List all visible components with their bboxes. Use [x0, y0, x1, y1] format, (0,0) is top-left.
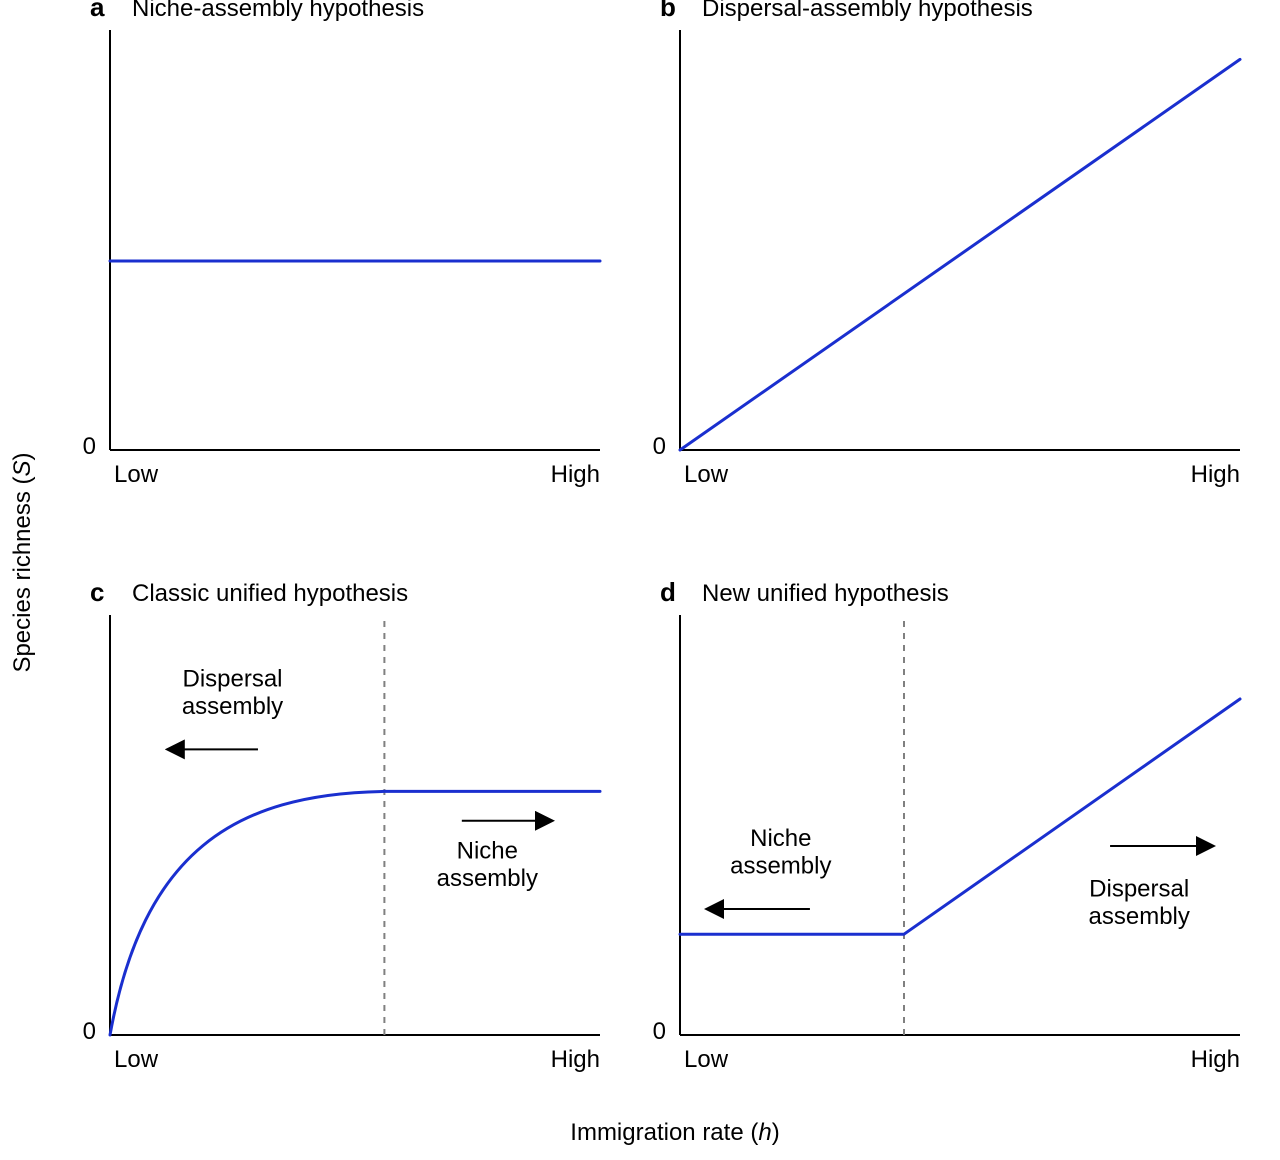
- panel-d-annot-1-line1: assembly: [1089, 903, 1190, 930]
- panel-d-x-label-low: Low: [684, 1046, 729, 1073]
- x-axis-label: Immigration rate (h): [570, 1119, 779, 1146]
- figure-svg: Species richness (S) 0 Low High a Niche-assem…: [0, 0, 1280, 1160]
- panel-c-letter: c: [90, 577, 104, 607]
- panel-a-origin-label: 0: [83, 433, 96, 460]
- panel-c-title: Classic unified hypothesis: [132, 580, 408, 607]
- panel-b-x-label-low: Low: [684, 461, 729, 488]
- figure-container: Species richness (S) 0 Low High a Niche-assem…: [0, 0, 1280, 1160]
- panel-d-origin-label: 0: [653, 1018, 666, 1045]
- y-axis-label: Species richness (S): [9, 452, 36, 672]
- panel-c-x-label-low: Low: [114, 1046, 159, 1073]
- panel-a-x-label-high: High: [551, 461, 600, 488]
- panel-d-x-label-high: High: [1191, 1046, 1240, 1073]
- panel-d-annot-1-line0: Dispersal: [1089, 875, 1189, 902]
- panel-a-letter: a: [90, 0, 105, 22]
- panel-c-series: [110, 791, 600, 1035]
- panel-b-origin-label: 0: [653, 433, 666, 460]
- panel-d-letter: d: [660, 577, 676, 607]
- panel-c-annot-1-line1: assembly: [437, 865, 538, 892]
- panel-d-annot-0-line0: Niche: [750, 825, 811, 852]
- panel-b-x-label-high: High: [1191, 461, 1240, 488]
- panel-c-annot-1-line0: Niche: [457, 838, 518, 865]
- panel-c-x-label-high: High: [551, 1046, 600, 1073]
- panel-b-title: Dispersal-assembly hypothesis: [702, 0, 1033, 22]
- panel-c-origin-label: 0: [83, 1018, 96, 1045]
- panel-d-annot-0-line1: assembly: [730, 853, 831, 880]
- panel-a-x-label-low: Low: [114, 461, 159, 488]
- panel-c-annot-0-line1: assembly: [182, 693, 283, 720]
- panel-b-series: [680, 59, 1240, 450]
- panel-a-title: Niche-assembly hypothesis: [132, 0, 424, 22]
- panel-b-letter: b: [660, 0, 676, 22]
- panel-d-title: New unified hypothesis: [702, 580, 949, 607]
- panel-c-annot-0-line0: Dispersal: [182, 665, 282, 692]
